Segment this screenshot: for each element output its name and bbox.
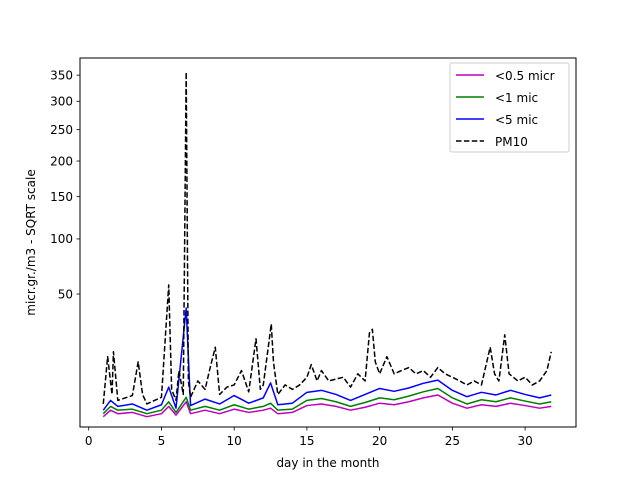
- x-axis: 0 5 10 15 20 25 30: [85, 427, 533, 448]
- series-line-3: [102, 71, 553, 405]
- legend-frame: [449, 62, 570, 153]
- legend: <0.5 micr <1 mic <5 mic PM10: [449, 62, 570, 153]
- series-line-0: [102, 394, 552, 418]
- y-tick-label-2: 150: [50, 190, 73, 204]
- x-tick-label-4: 20: [372, 434, 387, 448]
- y-tick-label-6: 350: [50, 68, 73, 82]
- x-axis-label: day in the month: [276, 456, 379, 470]
- y-tick-label-0: 50: [58, 287, 73, 301]
- y-axis: 50 100 150 200 250 300 350: [50, 68, 80, 301]
- y-tick-label-3: 200: [50, 154, 73, 168]
- legend-label-3: PM10: [495, 135, 528, 149]
- legend-label-2: <5 mic: [495, 113, 538, 127]
- y-tick-label-5: 300: [50, 95, 73, 109]
- x-tick-label-0: 0: [85, 434, 93, 448]
- series-layer: [102, 71, 553, 418]
- legend-label-1: <1 mic: [495, 91, 538, 105]
- series-line-1: [102, 387, 552, 415]
- x-tick-label-5: 25: [445, 434, 460, 448]
- x-tick-label-2: 10: [227, 434, 242, 448]
- x-tick-label-1: 5: [158, 434, 166, 448]
- legend-label-0: <0.5 micr: [495, 69, 555, 83]
- y-tick-label-1: 100: [50, 232, 73, 246]
- x-tick-label-6: 30: [517, 434, 532, 448]
- y-tick-label-4: 250: [50, 123, 73, 137]
- x-tick-label-3: 15: [299, 434, 314, 448]
- series-line-2: [102, 307, 552, 411]
- y-axis-label: micr.gr./m3 - SQRT scale: [24, 169, 38, 315]
- plot-frame: [79, 57, 577, 428]
